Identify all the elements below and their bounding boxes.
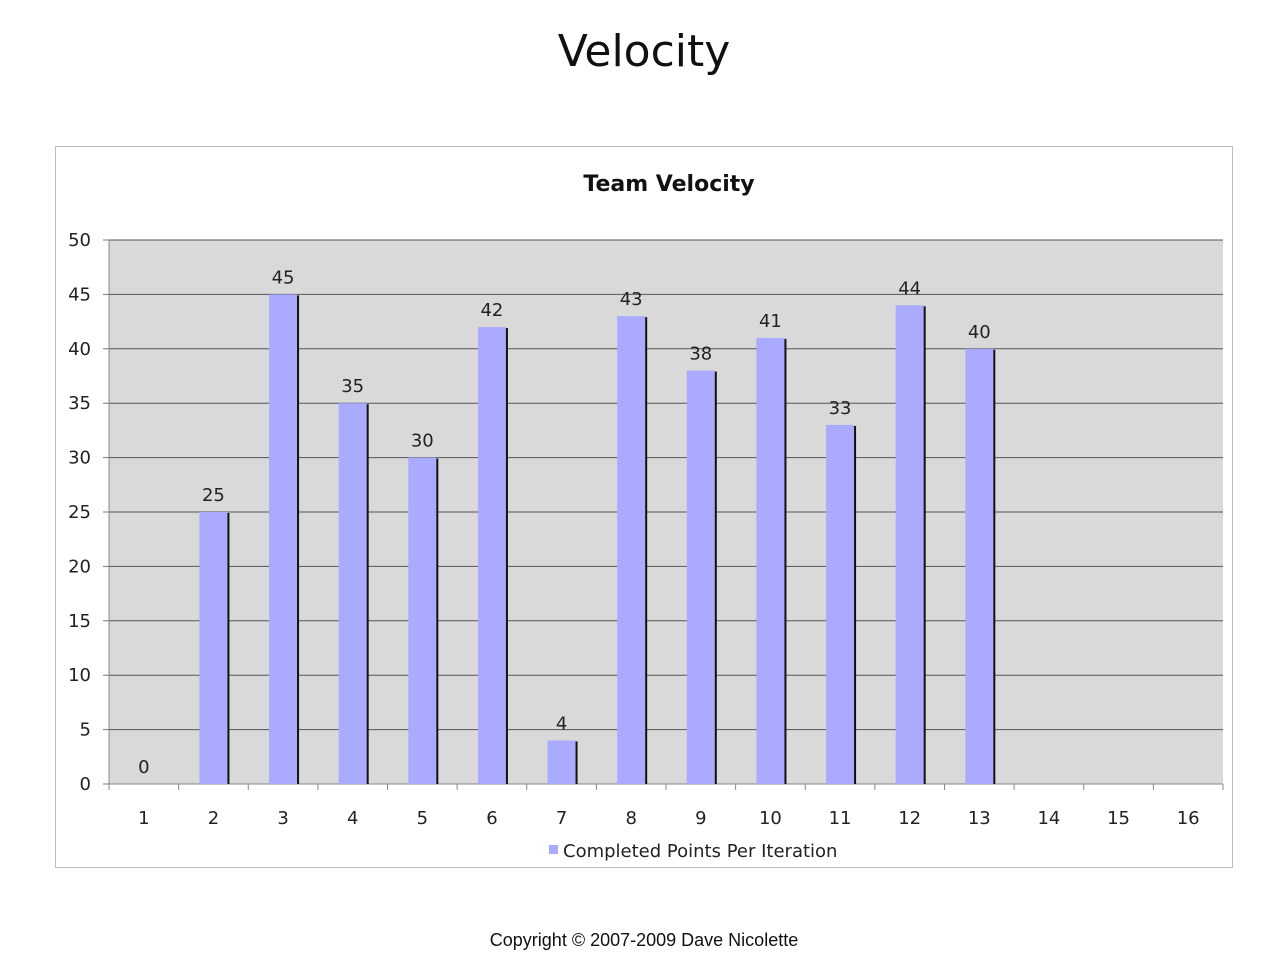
x-tick-label: 12 (898, 808, 921, 829)
y-tick-label: 45 (68, 284, 91, 305)
y-tick-label: 25 (68, 502, 91, 523)
bar (686, 370, 715, 784)
data-label: 35 (341, 376, 364, 397)
chart-frame: Team Velocity 0 5 10 15 20 25 30 35 40 45 50 1 0 2 25 3 4… (55, 146, 1233, 868)
data-label: 25 (202, 485, 225, 506)
y-tick-label: 40 (68, 339, 91, 360)
bar (408, 457, 437, 784)
x-tick-label: 10 (759, 808, 782, 829)
data-label: 38 (689, 344, 712, 365)
bar (617, 316, 646, 784)
y-tick-label: 5 (80, 720, 91, 741)
x-tick-label: 3 (277, 808, 288, 829)
chart-title: Team Velocity (583, 172, 754, 197)
y-tick-label: 10 (68, 665, 91, 686)
bar (269, 294, 298, 784)
data-label: 33 (829, 398, 852, 419)
x-tick-label: 14 (1037, 808, 1060, 829)
copyright-text: Copyright © 2007-2009 Dave Nicolette (489, 930, 799, 950)
velocity-chart: Team Velocity051015202530354045501022534… (68, 172, 1224, 862)
x-tick-label: 7 (556, 808, 567, 829)
bar (895, 305, 924, 784)
slide-title: Velocity (557, 26, 731, 77)
y-tick-label: 35 (68, 393, 91, 414)
legend-label: Completed Points Per Iteration (563, 841, 837, 862)
data-label: 0 (138, 757, 149, 778)
x-tick-label: 16 (1177, 808, 1200, 829)
bar (826, 424, 855, 784)
data-label: 42 (480, 300, 503, 321)
y-tick-label: 30 (68, 448, 91, 469)
legend-swatch (549, 845, 558, 854)
x-tick-label: 5 (417, 808, 428, 829)
data-label: 43 (620, 289, 643, 310)
x-tick-label: 4 (347, 808, 358, 829)
data-label: 40 (968, 322, 991, 343)
bar (477, 327, 506, 784)
y-tick-label: 15 (68, 611, 91, 632)
bar (965, 348, 994, 784)
bar (547, 740, 576, 784)
y-tick-label: 0 (80, 774, 91, 795)
x-tick-label: 15 (1107, 808, 1130, 829)
x-tick-label: 9 (695, 808, 706, 829)
bar (199, 512, 228, 784)
x-tick-label: 13 (968, 808, 991, 829)
x-tick-label: 11 (829, 808, 852, 829)
data-label: 45 (272, 267, 295, 288)
bar (756, 337, 785, 784)
data-label: 30 (411, 431, 434, 452)
x-tick-label: 1 (138, 808, 149, 829)
data-label: 4 (556, 713, 567, 734)
data-label: 41 (759, 311, 782, 332)
bar (338, 403, 367, 784)
data-label: 44 (898, 278, 921, 299)
x-tick-label: 8 (625, 808, 636, 829)
y-tick-label: 50 (68, 230, 91, 251)
x-tick-label: 6 (486, 808, 497, 829)
y-tick-label: 20 (68, 556, 91, 577)
x-tick-label: 2 (208, 808, 219, 829)
